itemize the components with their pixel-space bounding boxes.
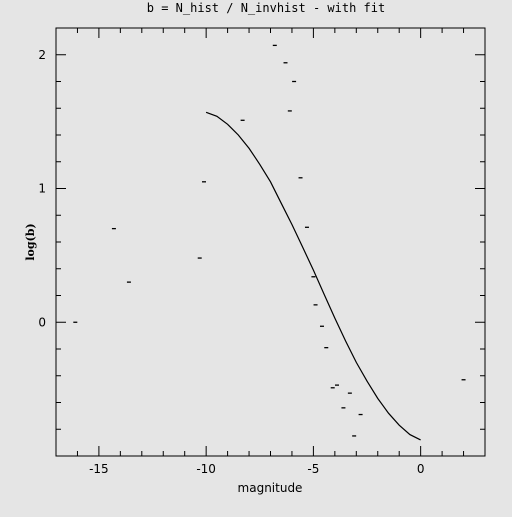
- x-tick-label: 0: [417, 462, 425, 476]
- fit-layer: [205, 111, 421, 441]
- x-tick-label: -5: [307, 462, 319, 476]
- plot-frame: [55, 27, 486, 457]
- y-tick-label: 1: [38, 182, 46, 196]
- points-layer: [73, 44, 466, 437]
- chart-title: b = N_hist / N_invhist - with fit: [147, 1, 385, 15]
- x-tick-label: -10: [196, 462, 216, 476]
- x-tick-label: -15: [89, 462, 109, 476]
- y-tick-label: 0: [38, 315, 46, 329]
- y-axis-label: log(b): [24, 223, 37, 260]
- x-axis-label: magnitude: [238, 481, 303, 495]
- fit-curve: [205, 111, 421, 441]
- y-tick-label: 2: [38, 48, 46, 62]
- axis-ticks: [55, 27, 486, 457]
- axis-tick-labels: -15 -10 -5 0 0 1 2: [38, 48, 424, 476]
